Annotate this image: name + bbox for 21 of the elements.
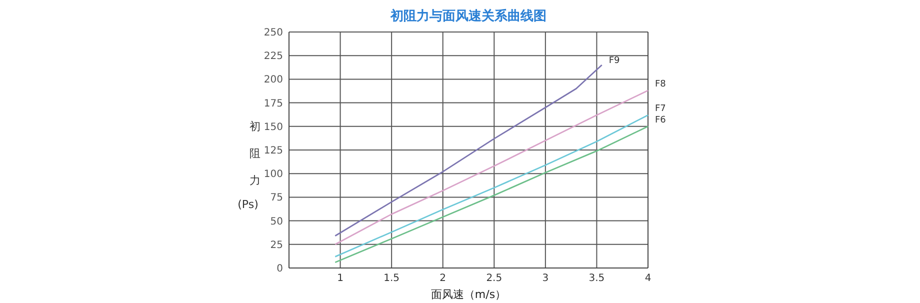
y-tick-label: 200 xyxy=(264,74,283,86)
y-tick-label: 175 xyxy=(264,98,283,110)
y-tick-label: 225 xyxy=(264,51,283,62)
ylabel: 初阻力(Ps) xyxy=(238,120,260,211)
y-tick-label: 25 xyxy=(270,240,283,251)
y-tick-label: 50 xyxy=(270,216,283,228)
x-tick-label: 3.5 xyxy=(588,273,605,284)
title: 初阻力与面风速关系曲线图 xyxy=(390,9,546,24)
y-tick-label: 75 xyxy=(270,192,283,204)
y-tick-label: 125 xyxy=(264,146,283,156)
y-tick-label: 150 xyxy=(264,122,283,133)
x-tick-label: 1.5 xyxy=(384,273,400,284)
x-tick-label: 1 xyxy=(337,273,344,284)
y-tick-label: 0 xyxy=(276,264,283,274)
x-tick-label: 2.5 xyxy=(486,273,502,284)
x-tick-label: 4 xyxy=(644,273,652,284)
y-tick-label: 250 xyxy=(264,28,283,38)
y-tick-label: 100 xyxy=(264,169,283,180)
x-tick-label: 3 xyxy=(542,273,549,284)
xlabel: 面风速（m/s） xyxy=(430,288,506,301)
x-tick-label: 2 xyxy=(440,273,446,284)
